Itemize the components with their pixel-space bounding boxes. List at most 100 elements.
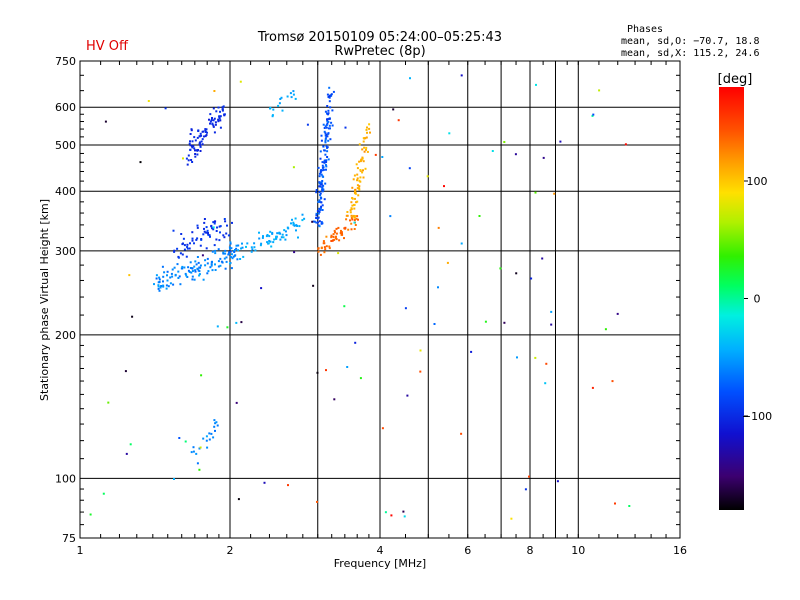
data-point [204, 259, 207, 262]
data-point [219, 264, 222, 267]
data-point [294, 97, 297, 100]
data-point [332, 233, 335, 236]
data-point [365, 146, 368, 149]
data-point [187, 269, 190, 272]
data-point [335, 227, 338, 230]
colorbar-label: [deg] [718, 72, 753, 87]
data-point [328, 245, 331, 248]
data-point [214, 422, 217, 425]
data-point [350, 214, 353, 217]
data-point [275, 237, 277, 240]
plot-title: Tromsø 20150109 05:24:00–05:25:43 [257, 30, 502, 45]
data-point [219, 231, 221, 234]
data-point [318, 207, 321, 210]
x-tick-label: 6 [464, 544, 471, 557]
data-point [340, 229, 342, 232]
data-point [162, 275, 165, 278]
noise-point [333, 398, 336, 401]
data-point [218, 225, 221, 228]
data-point [354, 224, 357, 226]
noise-point [478, 215, 481, 217]
data-point [208, 118, 210, 121]
data-point [323, 161, 326, 164]
data-point [294, 217, 297, 220]
data-point [182, 242, 184, 245]
data-point [259, 244, 262, 247]
data-point [170, 272, 173, 275]
data-point [353, 174, 356, 177]
data-point [326, 118, 328, 121]
data-point [365, 128, 368, 131]
data-point [204, 129, 207, 132]
data-point [191, 267, 194, 270]
noise-point [406, 394, 409, 397]
noise-point [443, 185, 445, 188]
data-point [192, 145, 195, 148]
data-point [326, 121, 329, 123]
data-point [204, 131, 207, 133]
data-point [205, 439, 208, 442]
data-point [316, 217, 319, 220]
y-tick-labels: 75 100 200 300 400 500 600 750 [55, 55, 76, 545]
data-point [205, 435, 208, 438]
data-point [173, 266, 176, 269]
data-point [362, 169, 364, 172]
data-point [229, 262, 231, 265]
data-point [323, 127, 326, 129]
data-point [189, 242, 191, 245]
data-point [215, 110, 218, 113]
data-point [193, 136, 196, 139]
noise-point [419, 349, 422, 352]
data-point [191, 231, 194, 234]
data-point [315, 189, 318, 191]
data-point [218, 239, 221, 242]
data-point [186, 247, 189, 250]
data-point [269, 106, 272, 109]
data-point [319, 194, 322, 197]
data-point [155, 274, 158, 277]
data-point [278, 231, 281, 234]
noise-point [344, 126, 347, 129]
noise-point [460, 432, 463, 435]
data-point [225, 256, 228, 259]
data-point [250, 250, 253, 253]
data-point [171, 275, 174, 278]
data-point [270, 245, 273, 248]
data-point [289, 92, 292, 95]
data-point [356, 215, 359, 218]
data-point [193, 278, 196, 281]
data-point [209, 122, 211, 125]
data-point [279, 98, 282, 100]
data-point [176, 247, 179, 250]
data-point [293, 224, 296, 227]
data-point [211, 260, 213, 263]
data-point [214, 121, 217, 124]
data-point [269, 230, 272, 233]
data-point [205, 247, 208, 250]
data-point [205, 226, 208, 229]
data-point [329, 138, 332, 141]
data-point [203, 221, 206, 224]
data-point [211, 227, 213, 230]
data-point [353, 191, 356, 194]
noise-point [312, 284, 315, 287]
data-point [350, 216, 353, 219]
data-point [284, 238, 287, 241]
data-point [317, 212, 320, 215]
data-point [213, 117, 216, 120]
noise-point [125, 452, 128, 455]
data-point [322, 184, 325, 187]
data-point [214, 220, 217, 223]
noise-point [402, 510, 405, 513]
data-point [253, 246, 256, 249]
data-point [206, 272, 209, 275]
data-point [220, 260, 223, 263]
noise-point [200, 374, 203, 377]
data-point [329, 106, 332, 109]
data-point [188, 142, 191, 145]
data-point [160, 285, 163, 287]
data-point [186, 246, 189, 248]
data-point [363, 146, 366, 149]
data-point [192, 446, 195, 449]
noise-point [124, 370, 127, 373]
